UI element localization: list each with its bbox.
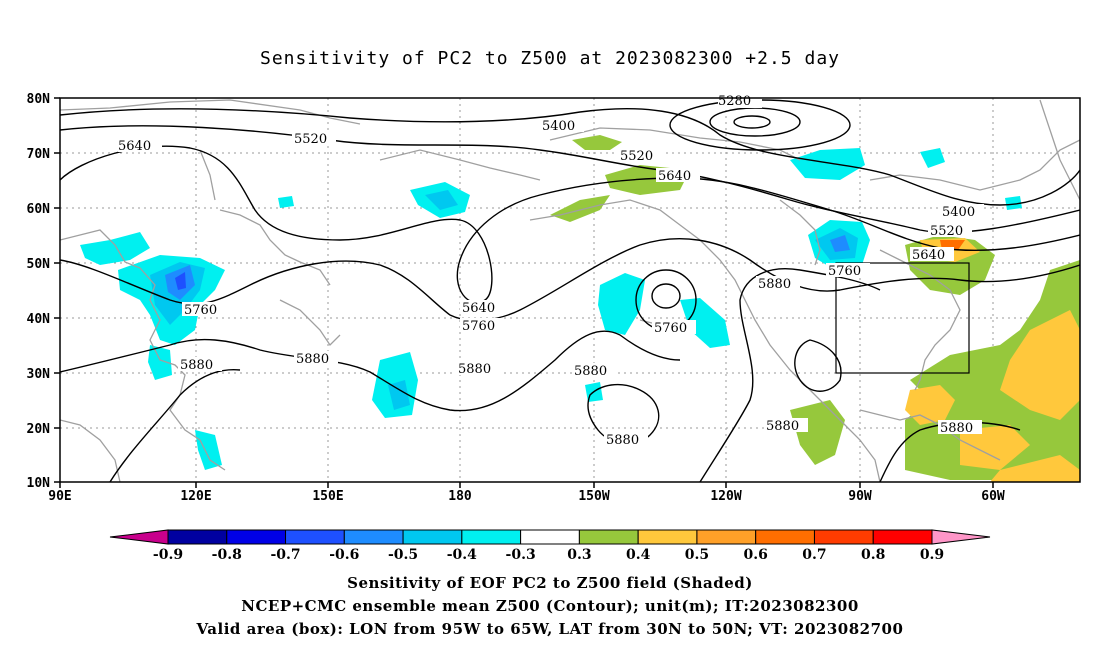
valid-area-box: [835, 262, 970, 374]
caption-line-1: Sensitivity of EOF PC2 to Z500 field (Sh…: [347, 574, 753, 592]
colorbar: -0.9 -0.8 -0.7 -0.6 -0.5 -0.4 -0.3 0.3 0.4 0.5 0.6…: [109, 529, 991, 563]
lon-label: 60W: [981, 489, 1005, 504]
colorbar-tick-label: 0.7: [802, 547, 826, 563]
colorbar-tick-label: 0.6: [744, 547, 768, 563]
lat-label: 30N: [27, 367, 51, 382]
contour-label-5880-us: 5880: [758, 277, 791, 292]
colorbar-swatch: [167, 529, 228, 545]
contour-label-5400: 5400: [542, 119, 575, 134]
colorbar-swatch: [520, 529, 580, 545]
colorbar-tick-label: 0.5: [685, 547, 709, 563]
lon-label: 120E: [180, 489, 211, 504]
colorbar-tick-label: -0.6: [329, 547, 359, 563]
contour-label-5520: 5520: [620, 149, 653, 164]
contour-label-5880-mexico: 5880: [766, 419, 799, 434]
colorbar-swatch: [696, 529, 757, 545]
latitude-labels: 80N 70N 60N 50N 40N 30N 20N 10N: [27, 92, 51, 491]
lat-label: 80N: [27, 92, 51, 107]
contour-label-5880-south: 5880: [606, 433, 639, 448]
colorbar-tick-label: -0.3: [506, 547, 536, 563]
lat-label: 70N: [27, 147, 51, 162]
colorbar-tick-label: 0.3: [567, 547, 591, 563]
colorbar-swatch: [872, 529, 933, 545]
z500-contours: [60, 99, 1080, 482]
colorbar-swatch: [226, 529, 287, 545]
contour-label-5640-east: 5640: [912, 248, 945, 263]
contour-label-5880-west: 5880: [180, 358, 213, 373]
colorbar-swatch: [637, 529, 698, 545]
colorbar-swatch: [813, 529, 874, 545]
lat-label: 10N: [27, 476, 51, 491]
colorbar-tick-label: -0.7: [270, 547, 300, 563]
colorbar-swatch: [578, 529, 639, 545]
colorbar-right-arrow: [931, 529, 991, 545]
contour-labels: 5280 5400 5400 5520 5520 5520 5640 5640 …: [118, 94, 984, 448]
longitude-labels: 90E 120E 150E 180 150W 120W 90W 60W: [48, 489, 1005, 504]
colorbar-left-arrow: [109, 529, 169, 545]
contour-label-5760-east: 5760: [828, 264, 861, 279]
contour-label-5400-east: 5400: [942, 205, 975, 220]
contour-label-5760-west: 5760: [184, 303, 217, 318]
contour-label-5640-west: 5640: [118, 139, 151, 154]
colorbar-swatch: [755, 529, 815, 545]
colorbar-tick-label: -0.8: [212, 547, 242, 563]
lon-label: 120W: [710, 489, 741, 504]
map-frame: [59, 97, 1081, 483]
caption-line-2: NCEP+CMC ensemble mean Z500 (Contour); u…: [241, 597, 859, 615]
colorbar-tick-label: -0.4: [447, 547, 477, 563]
contour-label-5640: 5640: [658, 169, 691, 184]
contour-label-5520-west: 5520: [294, 132, 327, 147]
contour-label-5880-east: 5880: [940, 421, 973, 436]
lat-label: 60N: [27, 202, 51, 217]
colorbar-tick-label: 0.8: [861, 547, 885, 563]
contour-label-5640-mid: 5640: [462, 301, 495, 316]
colorbar-swatch: [285, 529, 345, 545]
colorbar-tick-label: -0.9: [153, 547, 183, 563]
colorbar-swatch: [461, 529, 522, 545]
contour-label-5880-center: 5880: [574, 364, 607, 379]
colorbar-tick-label: -0.5: [388, 547, 418, 563]
caption-line-3: Valid area (box): LON from 95W to 65W, L…: [196, 620, 904, 638]
lon-label: 90E: [48, 489, 71, 504]
axis-ticks: [54, 97, 994, 488]
contour-label-5880-pacific: 5880: [296, 352, 329, 367]
lon-label: 90W: [848, 489, 872, 504]
lon-label: 150E: [312, 489, 343, 504]
contour-label-5280: 5280: [718, 94, 751, 109]
lon-label: 150W: [578, 489, 609, 504]
contour-label-5880-mid: 5880: [458, 362, 491, 377]
contour-label-5760: 5760: [654, 321, 687, 336]
contour-label-5760-mid: 5760: [462, 319, 495, 334]
colorbar-swatch: [343, 529, 404, 545]
map-title: Sensitivity of PC2 to Z500 at 2023082300…: [259, 48, 840, 69]
coastlines: [60, 99, 1080, 482]
lat-label: 50N: [27, 257, 51, 272]
lon-label: 180: [448, 489, 472, 504]
map-content: [60, 98, 1080, 482]
lat-label: 20N: [27, 422, 51, 437]
lat-label: 40N: [27, 312, 51, 327]
contour-label-5520-east: 5520: [930, 224, 963, 239]
colorbar-swatch: [402, 529, 463, 545]
colorbar-tick-label: 0.9: [920, 547, 944, 563]
colorbar-tick-label: 0.4: [626, 547, 651, 563]
